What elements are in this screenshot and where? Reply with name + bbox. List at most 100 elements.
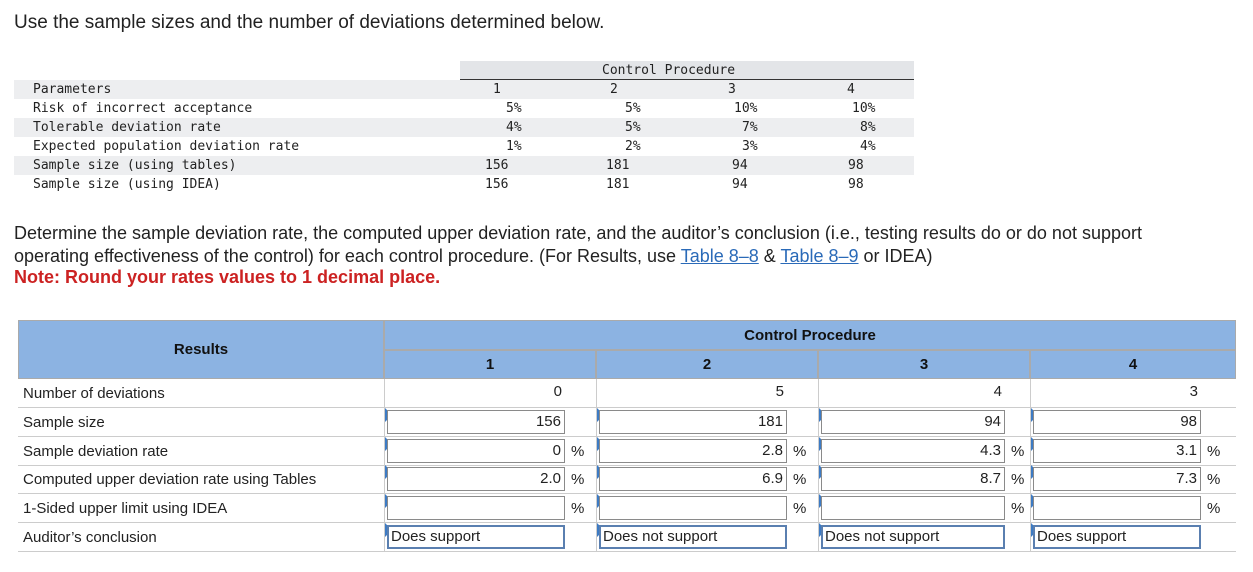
idea-limit-input[interactable] [1033, 496, 1201, 520]
deviations-value: 4 [821, 381, 1005, 405]
param-value: 98 [848, 177, 864, 192]
conclusion-select[interactable]: Does not support [599, 525, 787, 549]
cell: 3 [1030, 379, 1236, 408]
sample-rate-input[interactable]: 4.3 [821, 439, 1005, 463]
param-value: 5% [625, 101, 641, 116]
cell: 4.3 % [818, 437, 1030, 466]
cell: 0 [384, 379, 596, 408]
cell: % [596, 494, 818, 523]
percent-sign: % [1207, 471, 1221, 488]
cell: 156 [384, 408, 596, 437]
param-value: 5% [506, 101, 522, 116]
cell: Does support [384, 523, 596, 552]
cell: 98 [1030, 408, 1236, 437]
col-header-4: 4 [1030, 350, 1236, 379]
cell: Does not support [818, 523, 1030, 552]
instruction-amp: & [758, 246, 781, 266]
param-value: 156 [485, 158, 509, 173]
cell: 2.0 % [384, 465, 596, 494]
upper-rate-input[interactable]: 8.7 [821, 467, 1005, 491]
deviations-value: 0 [387, 381, 565, 405]
intro-text: Use the sample sizes and the number of d… [14, 12, 605, 33]
param-value: 2% [625, 139, 641, 154]
param-label: Tolerable deviation rate [33, 120, 221, 135]
cell: 8.7 % [818, 465, 1030, 494]
percent-sign: % [793, 500, 807, 517]
conclusion-select[interactable]: Does support [387, 525, 565, 549]
param-header-label: Parameters [33, 82, 112, 97]
param-value: 181 [606, 158, 630, 173]
cell: 6.9 % [596, 465, 818, 494]
sample-size-input[interactable]: 181 [599, 410, 787, 434]
param-value: 4% [860, 139, 876, 154]
param-value: 181 [606, 177, 630, 192]
cell: 7.3 % [1030, 465, 1236, 494]
upper-rate-input[interactable]: 2.0 [387, 467, 565, 491]
row-label-idea-limit: 1-Sided upper limit using IDEA [18, 494, 384, 523]
upper-rate-input[interactable]: 6.9 [599, 467, 787, 491]
instruction-text: Determine the sample deviation rate, the… [14, 223, 1142, 266]
control-procedure-header-band [460, 61, 914, 80]
param-row: Sample size (using tables) 156 181 94 98 [14, 156, 914, 175]
param-value: 98 [848, 158, 864, 173]
param-value: 8% [860, 120, 876, 135]
param-header-row: Parameters 1 2 3 4 [14, 80, 914, 99]
percent-sign: % [1207, 500, 1221, 517]
param-label: Sample size (using tables) [33, 158, 237, 173]
percent-sign: % [571, 443, 585, 460]
param-value: 5% [625, 120, 641, 135]
param-value: 1% [506, 139, 522, 154]
header-divider [460, 79, 914, 80]
sample-size-input[interactable]: 156 [387, 410, 565, 434]
cell: Does support [1030, 523, 1236, 552]
idea-limit-input[interactable] [387, 496, 565, 520]
cell: 4 [818, 379, 1030, 408]
control-procedure-header: Control Procedure [384, 320, 1236, 350]
table-8-9-link[interactable]: Table 8–9 [780, 246, 859, 266]
param-value: 94 [732, 158, 748, 173]
idea-limit-input[interactable] [599, 496, 787, 520]
row-label-sample-rate: Sample deviation rate [18, 437, 384, 466]
param-row: Tolerable deviation rate 4% 5% 7% 8% [14, 118, 914, 137]
results-header: Results [18, 320, 384, 379]
param-value: 10% [734, 101, 758, 116]
param-row: Sample size (using IDEA) 156 181 94 98 [14, 175, 914, 194]
cell: 2.8 % [596, 437, 818, 466]
upper-rate-input[interactable]: 7.3 [1033, 467, 1201, 491]
cell: 94 [818, 408, 1030, 437]
sample-rate-input[interactable]: 3.1 [1033, 439, 1201, 463]
deviations-value: 5 [599, 381, 787, 405]
sample-size-input[interactable]: 98 [1033, 410, 1201, 434]
param-value: 3% [742, 139, 758, 154]
conclusion-select[interactable]: Does not support [821, 525, 1005, 549]
param-label: Expected population deviation rate [33, 139, 300, 154]
param-value: 94 [732, 177, 748, 192]
param-col-4: 4 [847, 82, 855, 97]
param-value: 156 [485, 177, 509, 192]
col-header-3: 3 [818, 350, 1030, 379]
param-value: 7% [742, 120, 758, 135]
param-label: Sample size (using IDEA) [33, 177, 221, 192]
cell: 0 % [384, 437, 596, 466]
conclusion-select[interactable]: Does support [1033, 525, 1201, 549]
row-label-conclusion: Auditor’s conclusion [18, 523, 384, 552]
sample-rate-input[interactable]: 2.8 [599, 439, 787, 463]
cell: 181 [596, 408, 818, 437]
cell: 3.1 % [1030, 437, 1236, 466]
table-8-8-link[interactable]: Table 8–8 [680, 246, 759, 266]
param-col-2: 2 [610, 82, 618, 97]
cell: Does not support [596, 523, 818, 552]
param-col-3: 3 [728, 82, 736, 97]
percent-sign: % [571, 500, 585, 517]
sample-rate-input[interactable]: 0 [387, 439, 565, 463]
cell: % [384, 494, 596, 523]
cell: % [818, 494, 1030, 523]
percent-sign: % [1011, 443, 1025, 460]
results-table: Results Control Procedure 1 2 3 4 Number… [18, 320, 1236, 552]
deviations-value: 3 [1033, 381, 1201, 405]
sample-size-input[interactable]: 94 [821, 410, 1005, 434]
idea-limit-input[interactable] [821, 496, 1005, 520]
col-header-1: 1 [384, 350, 596, 379]
param-row: Expected population deviation rate 1% 2%… [14, 137, 914, 156]
param-row: Risk of incorrect acceptance 5% 5% 10% 1… [14, 99, 914, 118]
